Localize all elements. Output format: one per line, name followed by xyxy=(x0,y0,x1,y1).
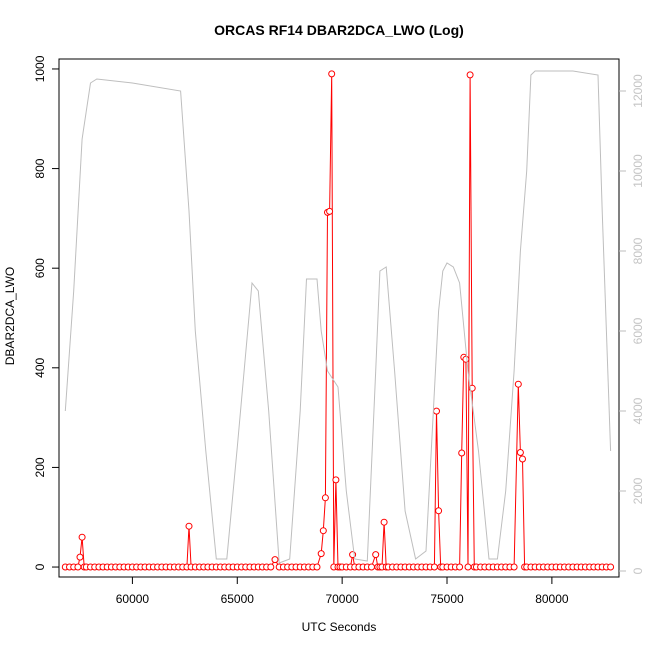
y2-tick-label: 12000 xyxy=(631,74,645,108)
data-point xyxy=(317,550,325,558)
data-point xyxy=(466,71,474,79)
y2-tick-label: 6000 xyxy=(631,317,645,344)
data-point xyxy=(607,563,615,571)
y-axis: 0 200 400 600 800 1000 xyxy=(33,55,59,570)
y-tick-label: 200 xyxy=(33,457,47,477)
data-point xyxy=(271,556,279,564)
data-point xyxy=(78,533,86,541)
x-tick-label: 75000 xyxy=(430,592,464,606)
data-point xyxy=(313,563,321,571)
y2-tick-label: 8000 xyxy=(631,237,645,264)
data-point xyxy=(456,563,464,571)
data-point xyxy=(372,551,380,559)
chart-title: ORCAS RF14 DBAR2DCA_LWO (Log) xyxy=(214,22,464,38)
data-point xyxy=(368,563,375,571)
data-point xyxy=(519,455,526,463)
x-axis: 60000 65000 70000 75000 80000 xyxy=(116,576,569,606)
y-axis-label: DBAR2DCA_LWO xyxy=(3,267,17,365)
y2-tick-label: 10000 xyxy=(631,154,645,188)
y2-tick-label: 4000 xyxy=(631,397,645,424)
y-tick-label: 600 xyxy=(33,258,47,278)
data-point xyxy=(380,518,388,526)
data-point xyxy=(464,563,472,571)
y-tick-label: 1000 xyxy=(33,55,47,82)
y2-axis: 0 2000 4000 6000 8000 10000 12000 xyxy=(619,74,645,574)
data-point xyxy=(76,553,84,561)
data-point xyxy=(514,380,522,388)
data-point xyxy=(326,207,334,215)
y2-tick-label: 2000 xyxy=(631,477,645,504)
data-point xyxy=(74,563,82,571)
series-layer xyxy=(61,70,615,571)
data-point xyxy=(267,563,275,571)
x-tick-label: 65000 xyxy=(221,592,255,606)
y2-tick-label: 0 xyxy=(631,567,645,574)
data-point xyxy=(433,407,440,415)
x-tick-label: 70000 xyxy=(325,592,359,606)
data-point xyxy=(321,494,329,502)
data-point xyxy=(458,449,466,457)
data-point xyxy=(430,563,438,571)
series-line-secondary xyxy=(64,70,612,564)
data-point xyxy=(185,522,193,530)
data-point xyxy=(516,449,524,456)
data-point xyxy=(328,70,336,78)
y-tick-label: 0 xyxy=(33,563,47,570)
data-point xyxy=(435,507,443,515)
x-axis-label: UTC Seconds xyxy=(302,620,377,634)
y-tick-label: 800 xyxy=(33,158,47,178)
x-tick-label: 60000 xyxy=(116,592,150,606)
y-tick-label: 400 xyxy=(33,357,47,377)
data-point xyxy=(510,563,518,571)
data-point xyxy=(319,527,327,535)
x-tick-label: 80000 xyxy=(535,592,569,606)
data-point xyxy=(462,355,470,363)
data-point xyxy=(332,476,340,484)
